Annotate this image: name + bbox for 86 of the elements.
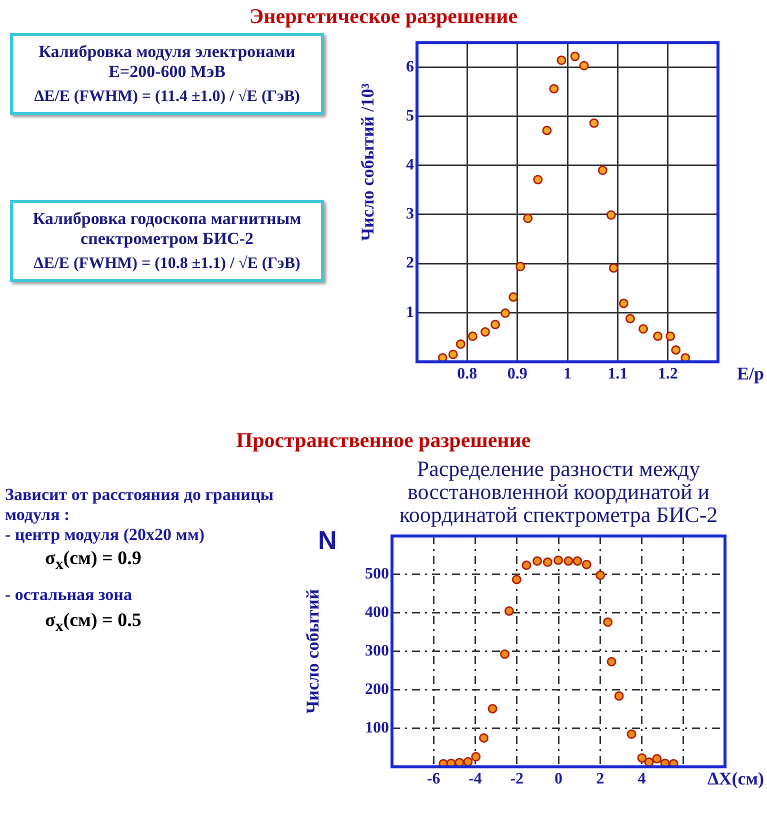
point — [564, 556, 574, 566]
point — [637, 753, 647, 763]
y-axis-title: Число событий /10³ — [358, 82, 378, 242]
point — [516, 262, 526, 272]
point — [614, 691, 624, 701]
y-tick-label: 100 — [365, 719, 389, 736]
point — [666, 332, 676, 342]
point — [638, 324, 648, 334]
x-tick-label: 1.1 — [608, 366, 628, 383]
x-tick-label: 4 — [638, 770, 646, 788]
x-tick-label: 1.2 — [658, 366, 678, 383]
point — [606, 210, 616, 220]
point — [671, 345, 681, 355]
y-tick-label: 6 — [406, 58, 414, 76]
point — [504, 606, 514, 616]
x-tick-label: -4 — [468, 770, 482, 788]
point — [598, 166, 608, 176]
point — [680, 353, 690, 362]
point — [542, 126, 552, 136]
text: - центр модуля (20x20 мм) — [5, 525, 206, 545]
point — [468, 332, 478, 342]
point — [572, 556, 582, 566]
point — [644, 757, 654, 767]
x-axis-title: ΔX(см) — [707, 768, 764, 788]
y-tick-label: 200 — [365, 681, 389, 698]
y-tick-label: 500 — [365, 566, 389, 583]
point — [488, 704, 498, 714]
x-tick-label: -2 — [510, 770, 524, 788]
point — [582, 560, 592, 570]
y-tick-label: 5 — [406, 107, 414, 124]
x-tick-label: 0.9 — [507, 366, 528, 383]
x-tick-label: -6 — [426, 770, 440, 788]
point — [512, 574, 522, 584]
y-tick-label: 3 — [406, 206, 414, 223]
point — [542, 557, 552, 567]
point — [438, 353, 448, 362]
point — [463, 757, 473, 767]
note-box: Калибровка модуля электронами E=200-600 МэВ ΔE/E (FWHM) = (11.4 ±1.0) / √E (ГэВ) — [10, 33, 324, 115]
point — [500, 308, 510, 318]
point — [579, 60, 589, 70]
point — [533, 174, 543, 184]
point — [456, 339, 466, 349]
point — [523, 214, 533, 224]
point — [603, 617, 613, 627]
text: Зависит от расстояния до границы модуля : — [5, 485, 275, 525]
point — [500, 649, 510, 659]
chart-title: Энергетическое разрешение — [248, 4, 519, 29]
y-tick-label: 300 — [365, 642, 389, 660]
point — [508, 292, 518, 302]
x-tick-label: 2 — [596, 770, 604, 788]
point — [618, 298, 628, 308]
point — [448, 350, 458, 360]
point — [480, 327, 490, 337]
chart-title: Пространственное разрешение — [235, 428, 532, 453]
point — [652, 754, 662, 764]
y-tick-label: 4 — [406, 156, 414, 174]
text: σ$_{x}$(см) = 0.9 — [45, 548, 142, 574]
note-box: Калибровка годоскопа магнитным спектрометром БИС-2 ΔE/E (FWHM) = (10.8 ±1.1) / √E (ГэВ) — [10, 200, 324, 282]
point — [532, 556, 542, 566]
y-tick-label: 1 — [406, 304, 414, 321]
point — [589, 118, 599, 128]
point — [653, 332, 663, 342]
point — [556, 56, 566, 66]
point — [549, 84, 559, 94]
x-tick-label: 0.8 — [457, 366, 478, 383]
text: N — [318, 525, 337, 556]
y-axis-title: Число событий — [302, 589, 323, 714]
text: σ$_{x}$(см) = 0.5 — [45, 610, 142, 636]
point — [570, 52, 580, 62]
point — [608, 263, 618, 273]
point — [471, 752, 481, 762]
x-tick-label: 1 — [564, 366, 572, 383]
point — [606, 657, 616, 667]
point — [554, 555, 564, 565]
text: - остальная зона — [5, 585, 133, 605]
chart-subtitle: Расределение разности между восстановленной координатой и координатой спектрометра БИС-2 — [398, 456, 719, 527]
point — [625, 314, 635, 324]
point — [490, 320, 500, 330]
x-axis-title: E/p — [736, 363, 764, 384]
point — [596, 570, 606, 580]
x-tick-label: 0 — [554, 770, 562, 788]
point — [626, 729, 636, 739]
point — [479, 733, 489, 743]
y-tick-label: 400 — [365, 604, 389, 622]
point — [522, 560, 532, 570]
y-tick-label: 2 — [406, 254, 414, 272]
